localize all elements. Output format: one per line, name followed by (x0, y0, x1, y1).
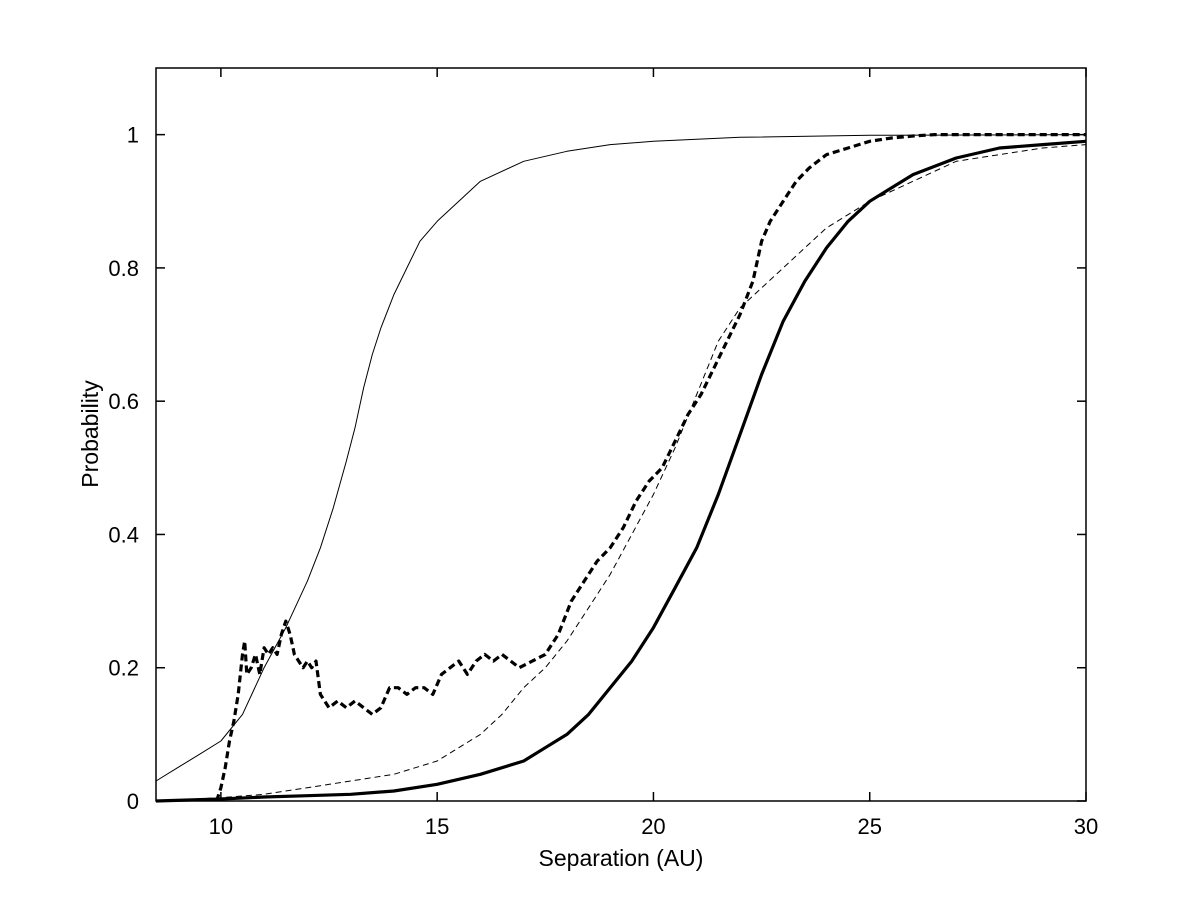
y-tick-label: 0.4 (108, 522, 139, 547)
y-tick-label: 0.8 (108, 256, 139, 281)
y-tick-label: 0 (127, 789, 139, 814)
y-axis-label: Probability (77, 380, 103, 488)
series-layer (155, 133, 1087, 803)
x-tick-label: 10 (209, 814, 233, 839)
plot-frame (155, 67, 1087, 802)
plot-area (156, 68, 1086, 801)
x-tick-label: 25 (857, 814, 881, 839)
series-line-thick-dashed (215, 133, 1086, 802)
y-tick-label: 0.6 (108, 389, 139, 414)
y-tick-label: 0.2 (108, 656, 139, 681)
series-line-thick-solid (155, 139, 1087, 803)
x-tick-label: 20 (641, 814, 665, 839)
x-axis-label: Separation (AU) (539, 845, 704, 871)
tick-layer: 10 15 20 25 30 0 0.2 0.4 0.6 0.8 1 (108, 68, 1098, 839)
series-line-thin-solid (155, 134, 1087, 782)
x-tick-label: 15 (425, 814, 449, 839)
x-tick-label: 30 (1074, 814, 1098, 839)
y-tick-label: 1 (127, 123, 139, 148)
